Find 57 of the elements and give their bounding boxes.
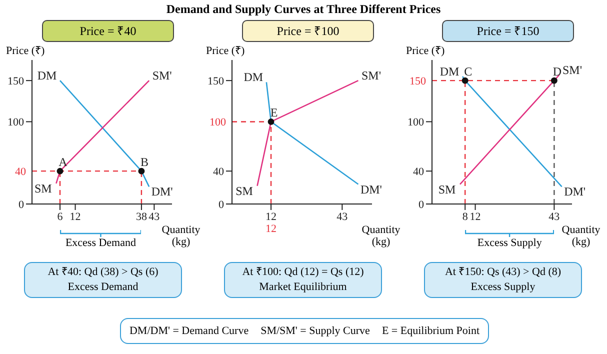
x-axis-title: Quantity (kg) bbox=[360, 224, 402, 248]
y-tick-label: 40 bbox=[413, 166, 424, 178]
text: At ₹40: Qd (38) > Qs (6) bbox=[46, 265, 160, 280]
annotation: SM' bbox=[152, 68, 172, 83]
y-tick-label: 40 bbox=[213, 166, 224, 178]
ref-line-label: 12 bbox=[266, 222, 277, 235]
text: Excess Demand bbox=[64, 237, 137, 249]
text: At ₹150: Qs (43) > Qd (8) bbox=[444, 265, 562, 280]
x-tick-label: 43 bbox=[336, 210, 348, 223]
annotation: DM bbox=[37, 68, 57, 83]
annotation: D bbox=[552, 64, 562, 79]
y-tick-label: 150 bbox=[8, 75, 24, 88]
annotation: C bbox=[464, 64, 472, 79]
text: Excess Supply bbox=[476, 237, 543, 249]
x-tick-label: 8 bbox=[462, 210, 468, 223]
y-tick-label: 0 bbox=[418, 198, 424, 211]
x-tick-label: 12 bbox=[266, 210, 277, 223]
y-tick-label: 100 bbox=[408, 116, 424, 129]
x-axis-title: Quantity (kg) bbox=[560, 224, 602, 248]
x-tick-label: 6 bbox=[57, 210, 64, 223]
text: Demand and Supply Curves at Three Different Prices bbox=[165, 2, 442, 17]
chart-title: Price = ₹150 bbox=[442, 20, 574, 42]
text: SM/SM' = Supply Curve bbox=[260, 325, 370, 337]
x-tick-label: 43 bbox=[548, 210, 560, 223]
chart-title: Price = ₹40 bbox=[42, 20, 174, 42]
annotation: DM' bbox=[564, 184, 586, 199]
annotation: B bbox=[140, 155, 148, 170]
text: E = Equilibrium Point bbox=[382, 325, 480, 337]
annotation: SM bbox=[34, 181, 52, 196]
x-tick-label: 38 bbox=[136, 210, 148, 223]
annotation: DM' bbox=[151, 184, 173, 199]
y-tick-label: 150 bbox=[208, 75, 224, 88]
x-tick-label: 12 bbox=[470, 210, 481, 223]
annotation: A bbox=[58, 155, 68, 170]
x-tick-label: 43 bbox=[148, 210, 160, 223]
annotation: E bbox=[270, 106, 278, 120]
x-axis-title: Quantity (kg) bbox=[160, 224, 202, 248]
text: Excess Demand bbox=[66, 280, 140, 295]
y-axis-title: Price (₹) bbox=[406, 44, 445, 57]
annotation: DM bbox=[440, 64, 460, 78]
text: DM/DM' = Demand Curve bbox=[129, 325, 249, 337]
text: Excess Supply bbox=[470, 280, 536, 295]
text: Market Equilibrium bbox=[258, 280, 348, 295]
annotation: SM' bbox=[361, 68, 381, 83]
y-axis-title: Price (₹) bbox=[6, 44, 45, 57]
y-tick-label: 100 bbox=[8, 116, 24, 129]
y-tick-label: 0 bbox=[218, 198, 224, 211]
annotation: DM bbox=[244, 70, 264, 84]
text: At ₹100: Qd (12) = Qs (12) bbox=[241, 265, 365, 280]
y-tick-label: 0 bbox=[18, 198, 24, 211]
y-axis-title: Price (₹) bbox=[206, 44, 245, 57]
annotation: DM' bbox=[360, 182, 382, 196]
annotation: SM bbox=[236, 184, 254, 198]
annotation: SM bbox=[438, 182, 456, 196]
x-tick-label: 12 bbox=[70, 210, 81, 223]
chart-title: Price = ₹100 bbox=[242, 20, 374, 42]
annotation: SM' bbox=[562, 62, 582, 77]
